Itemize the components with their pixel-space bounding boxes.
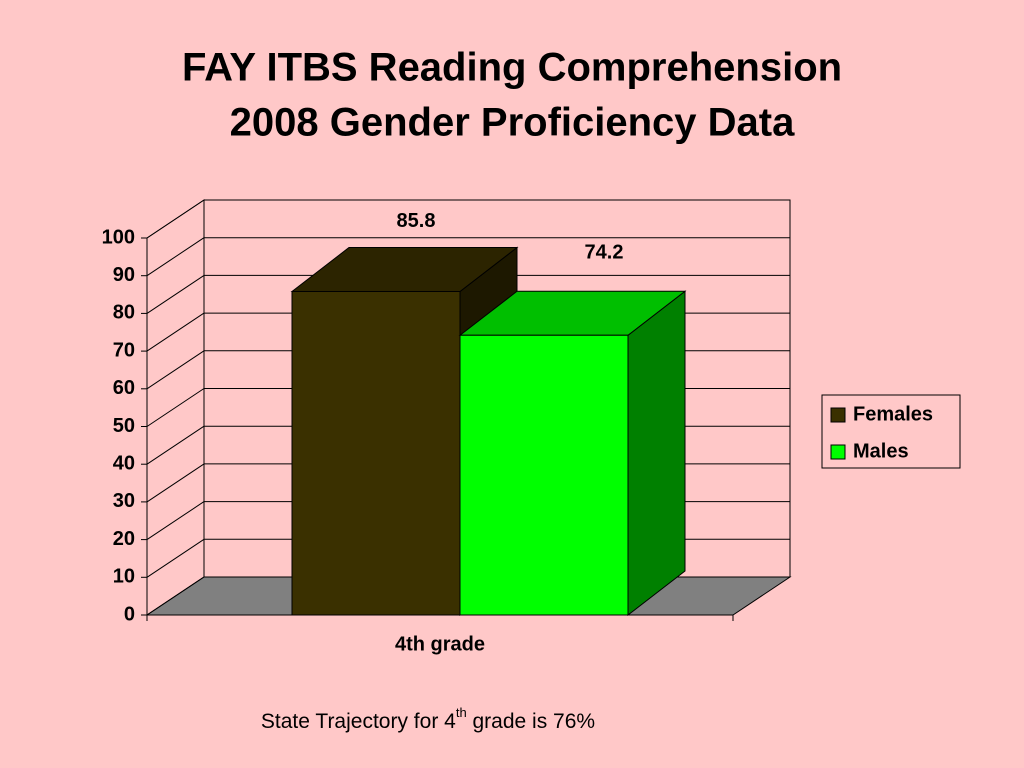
grid-line [146,199,205,239]
grid-line [146,576,205,616]
y-tick-label: 10 [113,566,135,588]
legend-label: Males [853,440,909,462]
grid-line [146,237,205,277]
y-tick-label: 70 [113,339,135,361]
grid-line [146,350,205,390]
footnote: State Trajectory for 4th grade is 76% [261,705,595,732]
grid-line [146,312,205,352]
y-tick-label: 80 [113,302,135,324]
legend-swatch [830,444,846,460]
y-tick-label: 60 [113,377,135,399]
y-tick-label: 40 [113,452,135,474]
bar [458,290,687,617]
chart-title: 2008 Gender Proficiency Data [230,101,795,145]
value-label: 85.8 [397,210,436,232]
x-tick-label: 4th grade [395,633,485,655]
footnote-superscript: th [456,705,467,720]
bar-front [291,291,461,616]
y-tick-label: 100 [102,226,135,248]
y-tick-label: 50 [113,415,135,437]
value-label: 74.2 [585,242,624,264]
bar-side [627,290,686,617]
footnote-text: grade is 76% [467,710,595,733]
y-tick-label: 20 [113,528,135,550]
grid-line [146,501,205,541]
y-tick-label: 90 [113,264,135,286]
grid-line [146,463,205,503]
bar-front [459,334,629,616]
y-tick-label: 0 [124,603,135,625]
grid-line [146,538,205,578]
chart-title: FAY ITBS Reading Comprehension [182,46,842,90]
legend-label: Females [853,403,933,425]
grid-line [146,388,205,427]
grid-line [146,425,205,465]
footnote-text: State Trajectory for 4 [261,710,456,733]
legend-swatch [830,407,846,423]
y-tick-label: 30 [113,490,135,512]
grid-line [146,274,205,314]
